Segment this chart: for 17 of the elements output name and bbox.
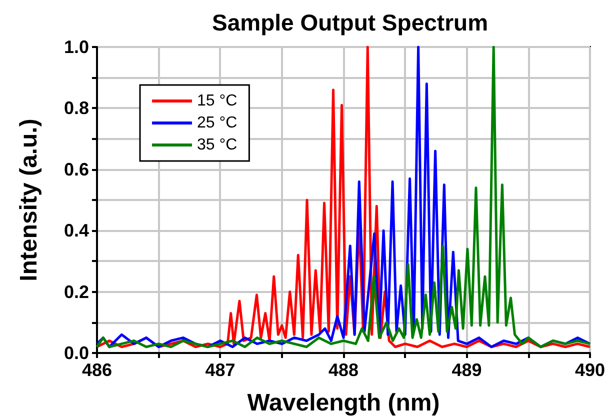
chart-title: Sample Output Spectrum (212, 10, 488, 36)
legend-label: 35 °C (197, 136, 238, 154)
y-tick-label: 0.2 (64, 282, 89, 302)
y-tick-label: 0.8 (64, 98, 89, 118)
y-tick-label: 0.6 (64, 159, 89, 180)
x-axis-title: Wavelength (nm) (247, 390, 440, 416)
legend-label: 15 °C (197, 92, 238, 110)
y-axis-title: Intensity (a.u.) (16, 118, 42, 282)
y-tick-label: 0.0 (64, 343, 89, 363)
y-tick-label: 0.4 (64, 220, 89, 241)
x-tick-label: 486 (82, 360, 112, 380)
x-tick-label: 487 (205, 360, 236, 380)
x-tick-label: 490 (574, 360, 606, 380)
x-tick-label: 488 (328, 360, 359, 380)
legend-label: 25 °C (197, 114, 238, 132)
x-tick-label: 489 (452, 360, 482, 380)
y-tick-label: 1.0 (64, 37, 89, 57)
